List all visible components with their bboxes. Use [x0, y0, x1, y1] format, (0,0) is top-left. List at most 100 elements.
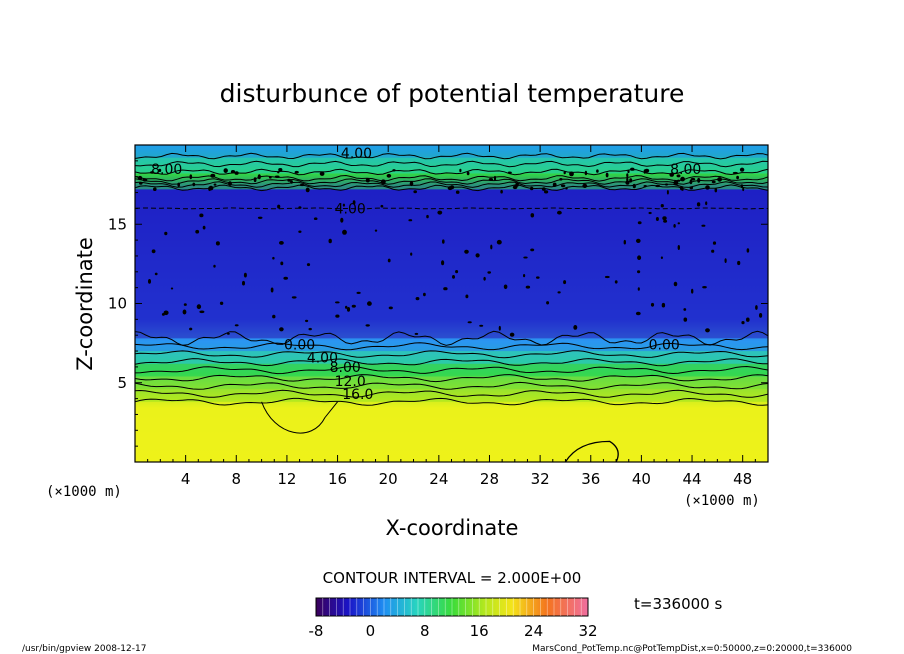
contour-speck [305, 319, 309, 323]
contour-speck [151, 249, 156, 254]
contour-speck [523, 274, 526, 278]
field-layer [135, 401, 768, 462]
contour-speck [208, 186, 212, 192]
contour-speck [643, 169, 646, 174]
contour-speck [257, 174, 261, 180]
contour-speck [701, 224, 706, 227]
contour-speck [392, 169, 396, 172]
contour-speck [213, 183, 217, 186]
y-tick-label: 5 [117, 374, 127, 392]
contour-speck [153, 187, 157, 191]
contour-speck [270, 287, 274, 293]
contour-line [135, 174, 768, 182]
contour-speck [565, 187, 568, 190]
contour-speck [584, 170, 588, 176]
contour-speck [573, 325, 578, 330]
contour-speck [662, 216, 667, 221]
contour-speck [328, 238, 332, 244]
x-axis-ticks: 4 8 12 16 20 24 28 32 36 40 44 48 [147, 145, 756, 488]
contour-speck [443, 287, 448, 291]
x-tick-label: 40 [632, 470, 651, 488]
contour-speck [660, 204, 664, 208]
x-unit-label-left: (×1000 m) [46, 484, 122, 500]
contour-speck [142, 178, 148, 182]
contour-line [135, 350, 768, 359]
contour-speck [500, 189, 503, 194]
contour-speck [509, 332, 515, 337]
contour-speck [711, 249, 715, 253]
contour-speck [467, 321, 472, 324]
contour-speck [199, 310, 205, 314]
contour-speck [740, 184, 744, 189]
contour-label: 8.00 [151, 162, 182, 178]
contour-speck [635, 311, 641, 316]
contour-label: 8.00 [330, 360, 361, 376]
contour-speck [308, 327, 312, 331]
contour-speck [632, 183, 636, 189]
field-layer [135, 189, 768, 339]
field-layer [135, 363, 768, 377]
contour-speck [291, 296, 297, 299]
contour-speck [182, 309, 187, 315]
contour-speck [243, 272, 247, 278]
contour-speck [697, 177, 701, 183]
contour-speck [629, 178, 633, 183]
contour-line [135, 207, 768, 210]
contour-speck [426, 214, 429, 219]
contour-speck [666, 190, 669, 195]
contour-interval-label: CONTOUR INTERVAL = 2.000E+00 [323, 569, 582, 587]
footer-left: /usr/bin/gpview 2008-12-17 [22, 644, 146, 654]
contour-speck [415, 297, 420, 301]
contour-speck [253, 177, 257, 183]
x-tick-label: 48 [733, 470, 752, 488]
contour-speck [655, 184, 661, 188]
contour-speck [755, 305, 758, 310]
contour-speck [170, 287, 174, 290]
contour-line [135, 397, 768, 406]
contour-speck [234, 171, 239, 175]
contour-speck [154, 272, 158, 276]
contour-speck [277, 171, 280, 174]
contour-speck [625, 180, 630, 185]
contour-speck [441, 260, 445, 266]
colorbar-ticks: -8 0 8 16 24 32 [309, 622, 598, 640]
contour-speck [410, 252, 413, 256]
contour-speck [313, 217, 318, 220]
contour-speck [559, 178, 563, 181]
contour-speck [741, 321, 745, 325]
contour-speck [614, 280, 618, 284]
contour-speck [557, 291, 561, 294]
contour-speck [342, 229, 347, 235]
x-tick-label: 44 [682, 470, 701, 488]
contour-speck [488, 178, 494, 181]
contour-speck [705, 201, 708, 206]
contour-speck [305, 187, 310, 193]
x-tick-label: 28 [480, 470, 499, 488]
contour-speck [306, 263, 311, 267]
contour-speck [196, 304, 202, 310]
contour-speck [213, 264, 216, 268]
contour-speck [340, 217, 344, 223]
contour-speck [450, 185, 455, 190]
contour-speck [279, 327, 284, 332]
colorbar-tick-label: 32 [578, 622, 597, 640]
contour-speck [705, 185, 710, 190]
contour-speck [380, 179, 386, 185]
contour-speck [661, 302, 666, 308]
contour-speck [277, 204, 281, 209]
contour-speck [228, 181, 232, 187]
contour-speck [242, 280, 245, 286]
contour-speck [278, 168, 283, 172]
contour-speck [215, 241, 220, 246]
x-axis-title: X-coordinate [386, 516, 519, 540]
contour-speck [690, 177, 696, 181]
contour-line [135, 358, 768, 367]
contour-speck [192, 182, 196, 187]
contour-speck [272, 314, 276, 319]
contour-speck [257, 216, 263, 219]
contour-speck [660, 256, 664, 260]
contour-speck [164, 231, 168, 236]
x-tick-label: 24 [429, 470, 448, 488]
contour-label: 4.00 [335, 201, 366, 217]
